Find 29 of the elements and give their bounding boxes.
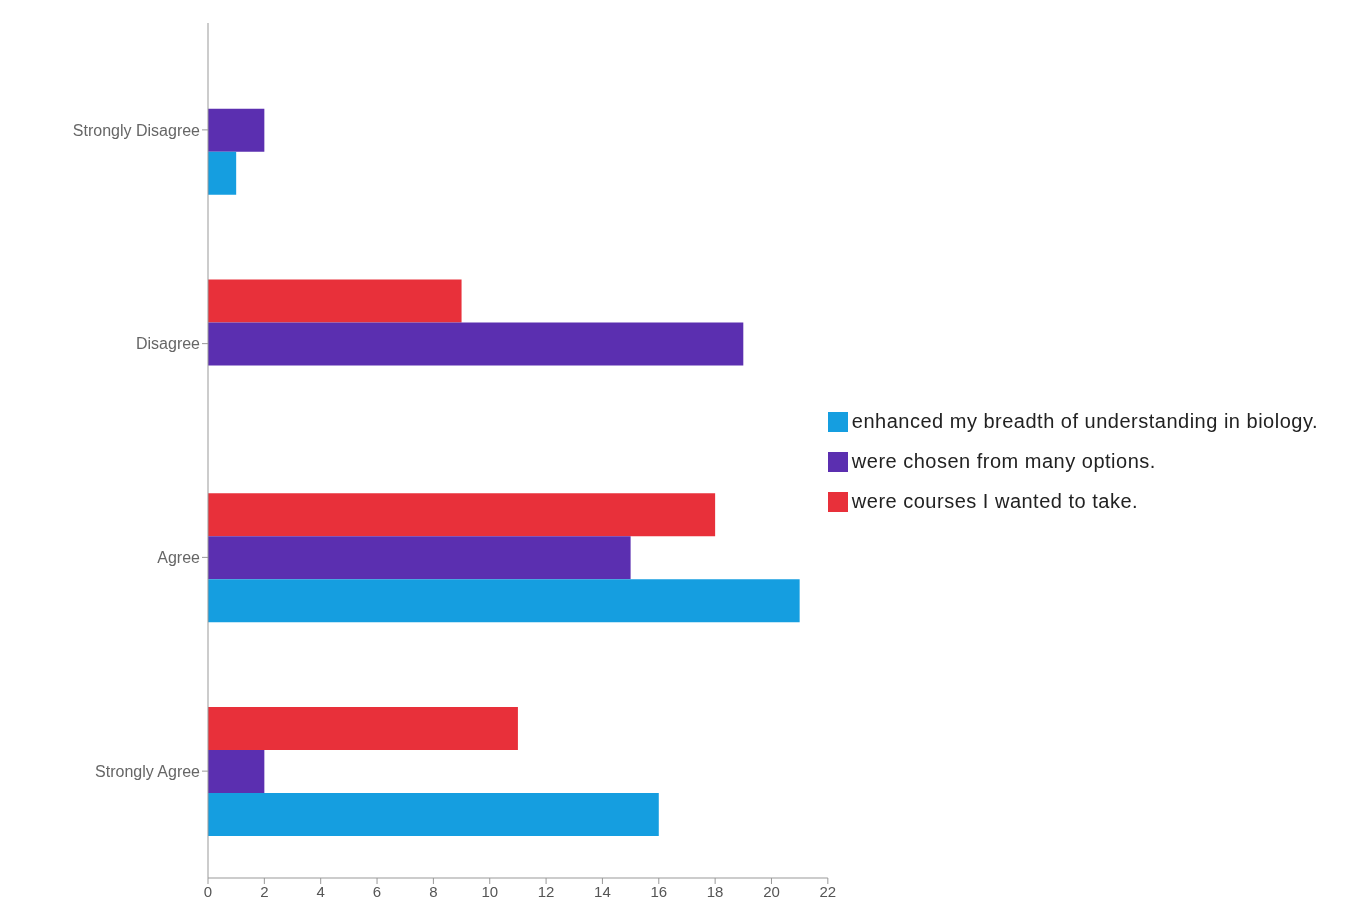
x-tick-label: 18 (706, 882, 724, 900)
x-tick-label: 10 (481, 882, 499, 900)
bar (208, 579, 800, 623)
bar (208, 322, 744, 366)
x-tick-label: 14 (594, 882, 611, 900)
x-tick-label: 0 (203, 882, 213, 900)
y-tick-label: Disagree (135, 335, 201, 353)
x-tick-label: 2 (260, 882, 269, 900)
bar (208, 793, 659, 836)
x-tick-label: 22 (819, 882, 837, 900)
x-tick-label: 8 (429, 882, 438, 900)
legend-label: enhanced my breadth of understanding in biology. (851, 409, 1318, 432)
legend-label: were courses I wanted to take. (851, 489, 1139, 512)
bar (208, 707, 518, 750)
x-tick-label: 4 (316, 882, 325, 900)
legend-label: were chosen from many options. (851, 449, 1156, 472)
bar (208, 750, 265, 793)
y-tick-label: Strongly Agree (95, 762, 201, 780)
x-tick-label: 16 (650, 882, 668, 900)
x-tick-label: 20 (763, 882, 780, 900)
bar (208, 536, 631, 580)
x-tick-label: 6 (372, 882, 382, 900)
bar (208, 279, 462, 323)
y-tick-label: Strongly Disagree (72, 121, 201, 139)
bar (208, 493, 716, 537)
y-tick-label: Agree (157, 549, 201, 567)
bar (208, 151, 237, 195)
x-tick-label: 12 (537, 882, 555, 900)
bar (208, 108, 265, 152)
